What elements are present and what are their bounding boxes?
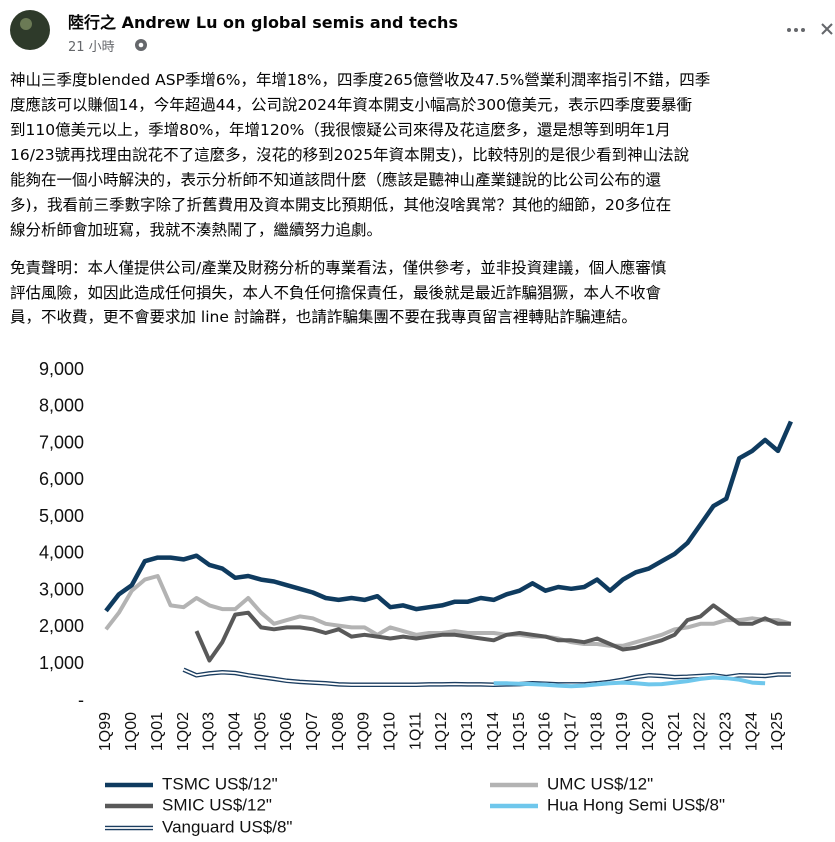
more-button[interactable] xyxy=(787,28,805,32)
x-tick-label: 1Q10 xyxy=(382,712,399,751)
y-tick-label: - xyxy=(78,690,84,710)
x-tick-label: 1Q23 xyxy=(718,712,735,751)
post-time[interactable]: 21 小時 xyxy=(68,40,115,55)
post-text-line: 度應該可以賺個14，今年超過44，公司說2024年資本開支小幅高於300億美元，… xyxy=(10,96,692,114)
y-tick-label: 6,000 xyxy=(39,469,84,489)
legend-label: SMIC US$/12" xyxy=(162,795,272,814)
chart: - 1,000 2,000 3,000 4,000 5,000 6,000 7,000 8,00… xyxy=(39,359,793,836)
x-tick-label: 1Q08 xyxy=(330,712,347,751)
y-tick-label: 1,000 xyxy=(39,653,84,673)
x-tick-label: 1Q24 xyxy=(743,712,760,751)
x-tick-label: 1Q00 xyxy=(123,712,140,751)
x-tick-label: 1Q04 xyxy=(226,712,243,751)
y-tick-label: 4,000 xyxy=(39,543,84,563)
x-tick-label: 1Q01 xyxy=(149,712,166,751)
x-tick-label: 1Q25 xyxy=(769,712,786,751)
y-tick-label: 8,000 xyxy=(39,396,84,416)
privacy-icon xyxy=(135,39,147,51)
series-line xyxy=(194,603,791,663)
x-tick-label: 1Q11 xyxy=(407,712,424,750)
x-tick-label: 1Q99 xyxy=(97,712,114,751)
series-line xyxy=(493,675,766,689)
x-tick-label: 1Q22 xyxy=(692,712,709,751)
post-text-line: 多)，我看前三季數字除了折舊費用及資本開支比預期低，其他沒啥異常？其他的細節，2… xyxy=(10,196,672,214)
y-tick-label: 9,000 xyxy=(39,359,84,379)
x-tick-label: 1Q18 xyxy=(588,712,605,751)
post-text-line: 能夠在一個小時解決的，表示分析師不知道該問什麼（應該是聽神山產業鏈說的比公司公布… xyxy=(10,171,662,189)
series-line xyxy=(104,420,793,613)
post-text-line: 評估風險，如因此造成任何損失，本人不負任何擔保責任，最後就是最近詐騙猖獗，本人不… xyxy=(10,283,662,302)
post-text-line: 神山三季度blended ASP季增6%，年增18%，四季度265億營收及47.… xyxy=(10,71,711,89)
x-tick-label: 1Q21 xyxy=(666,712,683,751)
close-button[interactable] xyxy=(821,23,833,35)
post-text-line: 員，不收費，更不會要求加 line 討論群，也請詐騙集團不要在我專頁留言裡轉貼詐… xyxy=(10,308,637,326)
legend-label: UMC US$/12" xyxy=(547,774,653,793)
x-tick-label: 1Q16 xyxy=(537,712,554,751)
post-text-line: 免責聲明：本人僅提供公司/產業及財務分析的專業看法，僅供參考，並非投資建議，個人… xyxy=(10,259,667,277)
x-tick-label: 1Q12 xyxy=(433,712,450,751)
avatar-detail xyxy=(20,18,32,30)
avatar[interactable] xyxy=(10,10,50,50)
x-tick-label: 1Q15 xyxy=(511,712,528,751)
series-line xyxy=(104,574,792,648)
x-tick-label: 1Q09 xyxy=(356,712,373,751)
y-tick-label: 5,000 xyxy=(39,506,84,526)
post-text-line: 到110億美元以上，季增80%，年增120%（我很懷疑公司來得及花這麼多，還是想… xyxy=(10,121,671,139)
x-tick-label: 1Q19 xyxy=(614,712,631,751)
x-tick-label: 1Q05 xyxy=(252,712,269,751)
y-tick-label: 2,000 xyxy=(39,616,84,636)
x-tick-label: 1Q20 xyxy=(640,712,657,751)
x-tick-label: 1Q14 xyxy=(485,712,502,751)
y-tick-label: 3,000 xyxy=(39,579,84,599)
x-tick-label: 1Q13 xyxy=(459,712,476,751)
x-tick-label: 1Q06 xyxy=(278,712,295,751)
y-tick-label: 7,000 xyxy=(39,432,84,452)
post-text-line: 線分析師會加班寫，我就不湊熱鬧了，繼續努力追劇。 xyxy=(10,221,383,239)
legend-label: Vanguard US$/8" xyxy=(162,817,292,836)
author-name[interactable]: 陸行之 Andrew Lu on global semis and techs xyxy=(68,13,458,32)
series-line-inner xyxy=(183,668,791,686)
post-text-line: 16/23號再找理由說花不了這麼多，沒花的移到2025年資本開支)，比較特別的是… xyxy=(10,146,690,164)
x-tick-label: 1Q07 xyxy=(304,712,321,751)
legend-label: TSMC US$/12" xyxy=(162,774,278,793)
x-tick-label: 1Q17 xyxy=(562,712,579,751)
post-header-icons xyxy=(10,10,833,51)
x-tick-label: 1Q03 xyxy=(201,712,218,751)
x-tick-label: 1Q02 xyxy=(175,712,192,751)
legend-label: Hua Hong Semi US$/8" xyxy=(547,795,725,814)
